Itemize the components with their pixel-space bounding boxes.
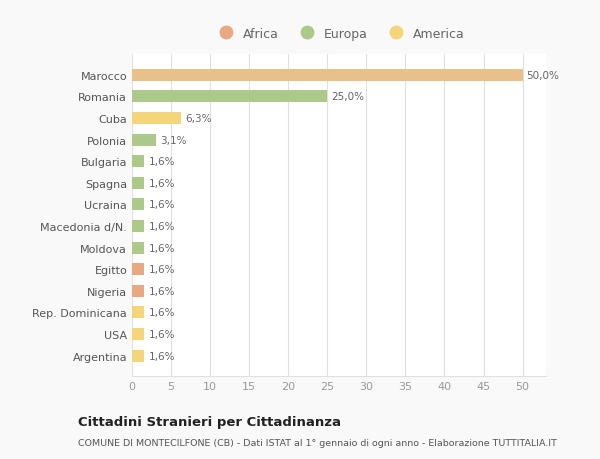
- Text: 50,0%: 50,0%: [526, 71, 559, 81]
- Bar: [132, 70, 523, 82]
- Text: Cittadini Stranieri per Cittadinanza: Cittadini Stranieri per Cittadinanza: [78, 415, 341, 428]
- Bar: [132, 91, 327, 103]
- Text: 1,6%: 1,6%: [148, 179, 175, 188]
- Bar: [132, 285, 145, 297]
- Text: 1,6%: 1,6%: [148, 351, 175, 361]
- Bar: [132, 350, 145, 362]
- Text: 1,6%: 1,6%: [148, 308, 175, 318]
- Bar: [132, 263, 145, 275]
- Text: 1,6%: 1,6%: [148, 200, 175, 210]
- Bar: [132, 328, 145, 340]
- Text: 1,6%: 1,6%: [148, 222, 175, 231]
- Bar: [132, 307, 145, 319]
- Bar: [132, 199, 145, 211]
- Text: 1,6%: 1,6%: [148, 329, 175, 339]
- Text: 1,6%: 1,6%: [148, 243, 175, 253]
- Bar: [132, 221, 145, 232]
- Bar: [132, 134, 156, 146]
- Text: 1,6%: 1,6%: [148, 157, 175, 167]
- Bar: [132, 178, 145, 189]
- Bar: [132, 156, 145, 168]
- Text: 1,6%: 1,6%: [148, 286, 175, 296]
- Text: 25,0%: 25,0%: [331, 92, 364, 102]
- Legend: Africa, Europa, America: Africa, Europa, America: [208, 23, 470, 46]
- Bar: [132, 113, 181, 125]
- Text: COMUNE DI MONTECILFONE (CB) - Dati ISTAT al 1° gennaio di ogni anno - Elaborazio: COMUNE DI MONTECILFONE (CB) - Dati ISTAT…: [78, 438, 557, 448]
- Text: 1,6%: 1,6%: [148, 265, 175, 274]
- Text: 6,3%: 6,3%: [185, 114, 212, 124]
- Bar: [132, 242, 145, 254]
- Text: 3,1%: 3,1%: [160, 135, 187, 145]
